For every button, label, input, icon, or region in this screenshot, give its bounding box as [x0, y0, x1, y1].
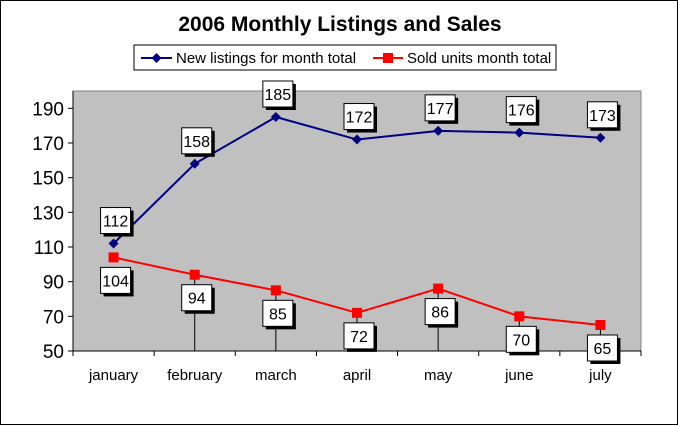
- data-label: 173: [589, 108, 616, 125]
- data-label-box: [181, 284, 213, 312]
- data-label: 94: [188, 291, 206, 308]
- data-point-marker: [189, 158, 200, 169]
- data-label: 70: [512, 332, 530, 349]
- data-label: 85: [269, 306, 287, 323]
- x-tick-label: march: [255, 367, 297, 384]
- data-point-marker: [433, 283, 444, 294]
- data-label-box: [505, 96, 537, 124]
- data-label-box: [343, 322, 375, 350]
- data-label-box: [100, 207, 132, 235]
- data-point-marker: [108, 252, 119, 263]
- data-point-marker: [270, 112, 281, 122]
- data-label: 86: [431, 305, 449, 322]
- data-label-box: [505, 325, 537, 353]
- chart-title: 2006 Monthly Listings and Sales: [178, 13, 501, 36]
- x-tick-label: july: [588, 367, 612, 384]
- square-icon: [383, 53, 393, 63]
- y-tick-label: 170: [32, 134, 64, 155]
- legend-label-listings: New listings for month total: [176, 50, 356, 67]
- data-label-box: [262, 80, 294, 108]
- data-label-box: [424, 298, 456, 326]
- data-label-box: [181, 127, 213, 155]
- data-label-box: [586, 334, 618, 362]
- legend-label-sold: Sold units month total: [407, 50, 551, 67]
- y-tick-label: 190: [32, 99, 64, 120]
- data-label-box: [343, 103, 375, 131]
- data-point-marker: [433, 125, 444, 136]
- data-label: 72: [350, 329, 368, 346]
- diamond-icon: [151, 53, 162, 63]
- data-label: 172: [346, 110, 373, 127]
- data-point-marker: [595, 320, 606, 330]
- data-label: 112: [103, 214, 129, 231]
- data-point-marker: [595, 132, 606, 143]
- y-tick-label: 150: [32, 169, 64, 190]
- legend-box: [133, 44, 557, 71]
- data-label: 185: [265, 87, 292, 104]
- data-point-marker: [514, 127, 525, 138]
- data-label-box: [424, 94, 456, 122]
- data-label-box: [262, 299, 294, 327]
- data-labels: 112 158 185 172 177 176 173 104 94 85 72 86 70 65: [100, 80, 621, 364]
- data-point-marker: [270, 285, 281, 296]
- data-label: 176: [508, 103, 535, 120]
- data-label: 177: [427, 101, 454, 118]
- data-point-marker: [352, 134, 362, 145]
- legend: New listings for month total Sold units …: [133, 44, 557, 71]
- x-tick-label: january: [88, 367, 139, 384]
- data-label: 65: [594, 341, 612, 358]
- y-tick-label: 110: [34, 238, 64, 259]
- data-point-marker: [189, 269, 200, 280]
- data-label: 158: [183, 134, 210, 151]
- data-label: 104: [102, 273, 129, 290]
- x-tick-label: april: [343, 367, 371, 384]
- y-tick-label: 70: [43, 307, 64, 328]
- data-point-marker: [108, 238, 119, 249]
- data-point-marker: [352, 307, 362, 318]
- data-label-box: [100, 266, 132, 294]
- data-label-box: [586, 101, 618, 129]
- y-tick-label: 50: [43, 342, 64, 363]
- x-tick-label: may: [424, 367, 453, 384]
- y-tick-label: 90: [43, 273, 64, 294]
- data-point-marker: [514, 311, 525, 322]
- x-tick-label: february: [167, 367, 223, 384]
- y-tick-label: 130: [32, 203, 64, 224]
- series-layer: [108, 112, 606, 330]
- x-tick-label: june: [504, 367, 533, 384]
